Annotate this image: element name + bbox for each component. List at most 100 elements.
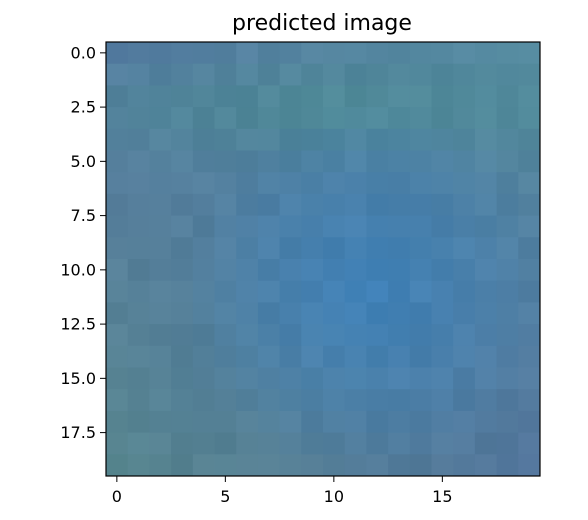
- heatmap-cell: [301, 389, 324, 412]
- heatmap-cell: [192, 215, 215, 238]
- plot-frame: [105, 41, 541, 477]
- heatmap-cell: [171, 215, 194, 238]
- chart-title: predicted image: [232, 11, 412, 36]
- heatmap-cell: [518, 259, 541, 282]
- heatmap-cell: [214, 324, 237, 347]
- heatmap-cell: [323, 259, 346, 282]
- heatmap-cell: [257, 128, 281, 151]
- heatmap-cell: [171, 389, 194, 412]
- heatmap-cell: [496, 63, 519, 86]
- heatmap-cell: [496, 237, 519, 260]
- heatmap-cell: [257, 454, 281, 477]
- heatmap-cell: [171, 193, 194, 217]
- heatmap-cell: [171, 85, 194, 108]
- heatmap-cell: [431, 128, 454, 151]
- heatmap-cell: [127, 42, 150, 65]
- heatmap-cell: [236, 432, 259, 455]
- y-tick-label: 7.5: [71, 206, 96, 225]
- heatmap-cell: [344, 172, 367, 195]
- heatmap-cell: [214, 345, 237, 368]
- heatmap-cell: [366, 85, 389, 108]
- heatmap-cell: [106, 302, 129, 325]
- heatmap-cell: [236, 280, 259, 303]
- heatmap-cell: [518, 42, 541, 65]
- heatmap-cell: [257, 215, 281, 238]
- heatmap-cell: [149, 42, 172, 65]
- heatmap-cell: [431, 324, 454, 347]
- heatmap-cell: [236, 324, 259, 347]
- heatmap-cell: [366, 150, 389, 173]
- heatmap-cell: [279, 85, 302, 108]
- heatmap-cell: [257, 172, 281, 195]
- heatmap-cell: [149, 367, 172, 390]
- heatmap-cell: [388, 432, 411, 455]
- heatmap-cell: [344, 193, 367, 217]
- heatmap-cell: [192, 410, 215, 434]
- heatmap-cell: [192, 302, 215, 325]
- heatmap-cell: [474, 150, 498, 173]
- y-tick-label: 0.0: [71, 43, 96, 62]
- heatmap-cell: [388, 85, 411, 108]
- heatmap-cell: [236, 410, 259, 434]
- heatmap-cell: [323, 389, 346, 412]
- heatmap-cell: [192, 172, 215, 195]
- heatmap-cell: [106, 215, 129, 238]
- heatmap-cell: [171, 324, 194, 347]
- heatmap-cell: [171, 454, 194, 477]
- heatmap-cell: [279, 454, 302, 477]
- heatmap-cell: [127, 128, 150, 151]
- heatmap-cell: [388, 237, 411, 260]
- heatmap-cell: [453, 324, 476, 347]
- x-tick-label: 0: [112, 487, 122, 506]
- heatmap-cell: [257, 150, 281, 173]
- heatmap-cell: [366, 237, 389, 260]
- heatmap-cell: [366, 454, 389, 477]
- heatmap-cell: [496, 302, 519, 325]
- y-tick-label: 5.0: [71, 152, 96, 171]
- heatmap-cell: [279, 107, 302, 130]
- heatmap-cell: [518, 389, 541, 412]
- heatmap-cell: [453, 85, 476, 108]
- heatmap-cell: [301, 63, 324, 86]
- heatmap-cell: [301, 107, 324, 130]
- heatmap-cell: [388, 215, 411, 238]
- heatmap-cell: [257, 432, 281, 455]
- heatmap-cell: [388, 42, 411, 65]
- heatmap-cell: [518, 107, 541, 130]
- heatmap-cell: [409, 42, 432, 65]
- heatmap-cell: [279, 259, 302, 282]
- heatmap-cell: [323, 63, 346, 86]
- heatmap-cell: [214, 410, 237, 434]
- heatmap-cell: [431, 367, 454, 390]
- heatmap-cell: [453, 280, 476, 303]
- heatmap-cell: [409, 85, 432, 108]
- y-tick-label: 12.5: [60, 315, 96, 334]
- heatmap-cell: [496, 259, 519, 282]
- heatmap-cell: [192, 367, 215, 390]
- heatmap-cell: [149, 302, 172, 325]
- heatmap-cell: [106, 345, 129, 368]
- heatmap-cell: [323, 410, 346, 434]
- x-tick-label: 10: [324, 487, 344, 506]
- heatmap-cell: [214, 237, 237, 260]
- heatmap-cell: [474, 128, 498, 151]
- heatmap-cell: [301, 324, 324, 347]
- heatmap-cell: [344, 107, 367, 130]
- x-axis: 0 5 10 15: [112, 476, 453, 506]
- heatmap-cell: [236, 345, 259, 368]
- heatmap-cell: [192, 280, 215, 303]
- heatmap-cell: [323, 280, 346, 303]
- heatmap-cell: [236, 215, 259, 238]
- y-tick-label: 17.5: [60, 423, 96, 442]
- heatmap-cell: [214, 259, 237, 282]
- heatmap-cell: [474, 172, 498, 195]
- heatmap-cell: [127, 107, 150, 130]
- heatmap-cell: [149, 215, 172, 238]
- heatmap-cell: [431, 193, 454, 217]
- heatmap-cell: [323, 128, 346, 151]
- heatmap-cell: [214, 367, 237, 390]
- heatmap-cell: [149, 128, 172, 151]
- heatmap-cell: [149, 63, 172, 86]
- heatmap-cell: [301, 128, 324, 151]
- heatmap-cell: [171, 172, 194, 195]
